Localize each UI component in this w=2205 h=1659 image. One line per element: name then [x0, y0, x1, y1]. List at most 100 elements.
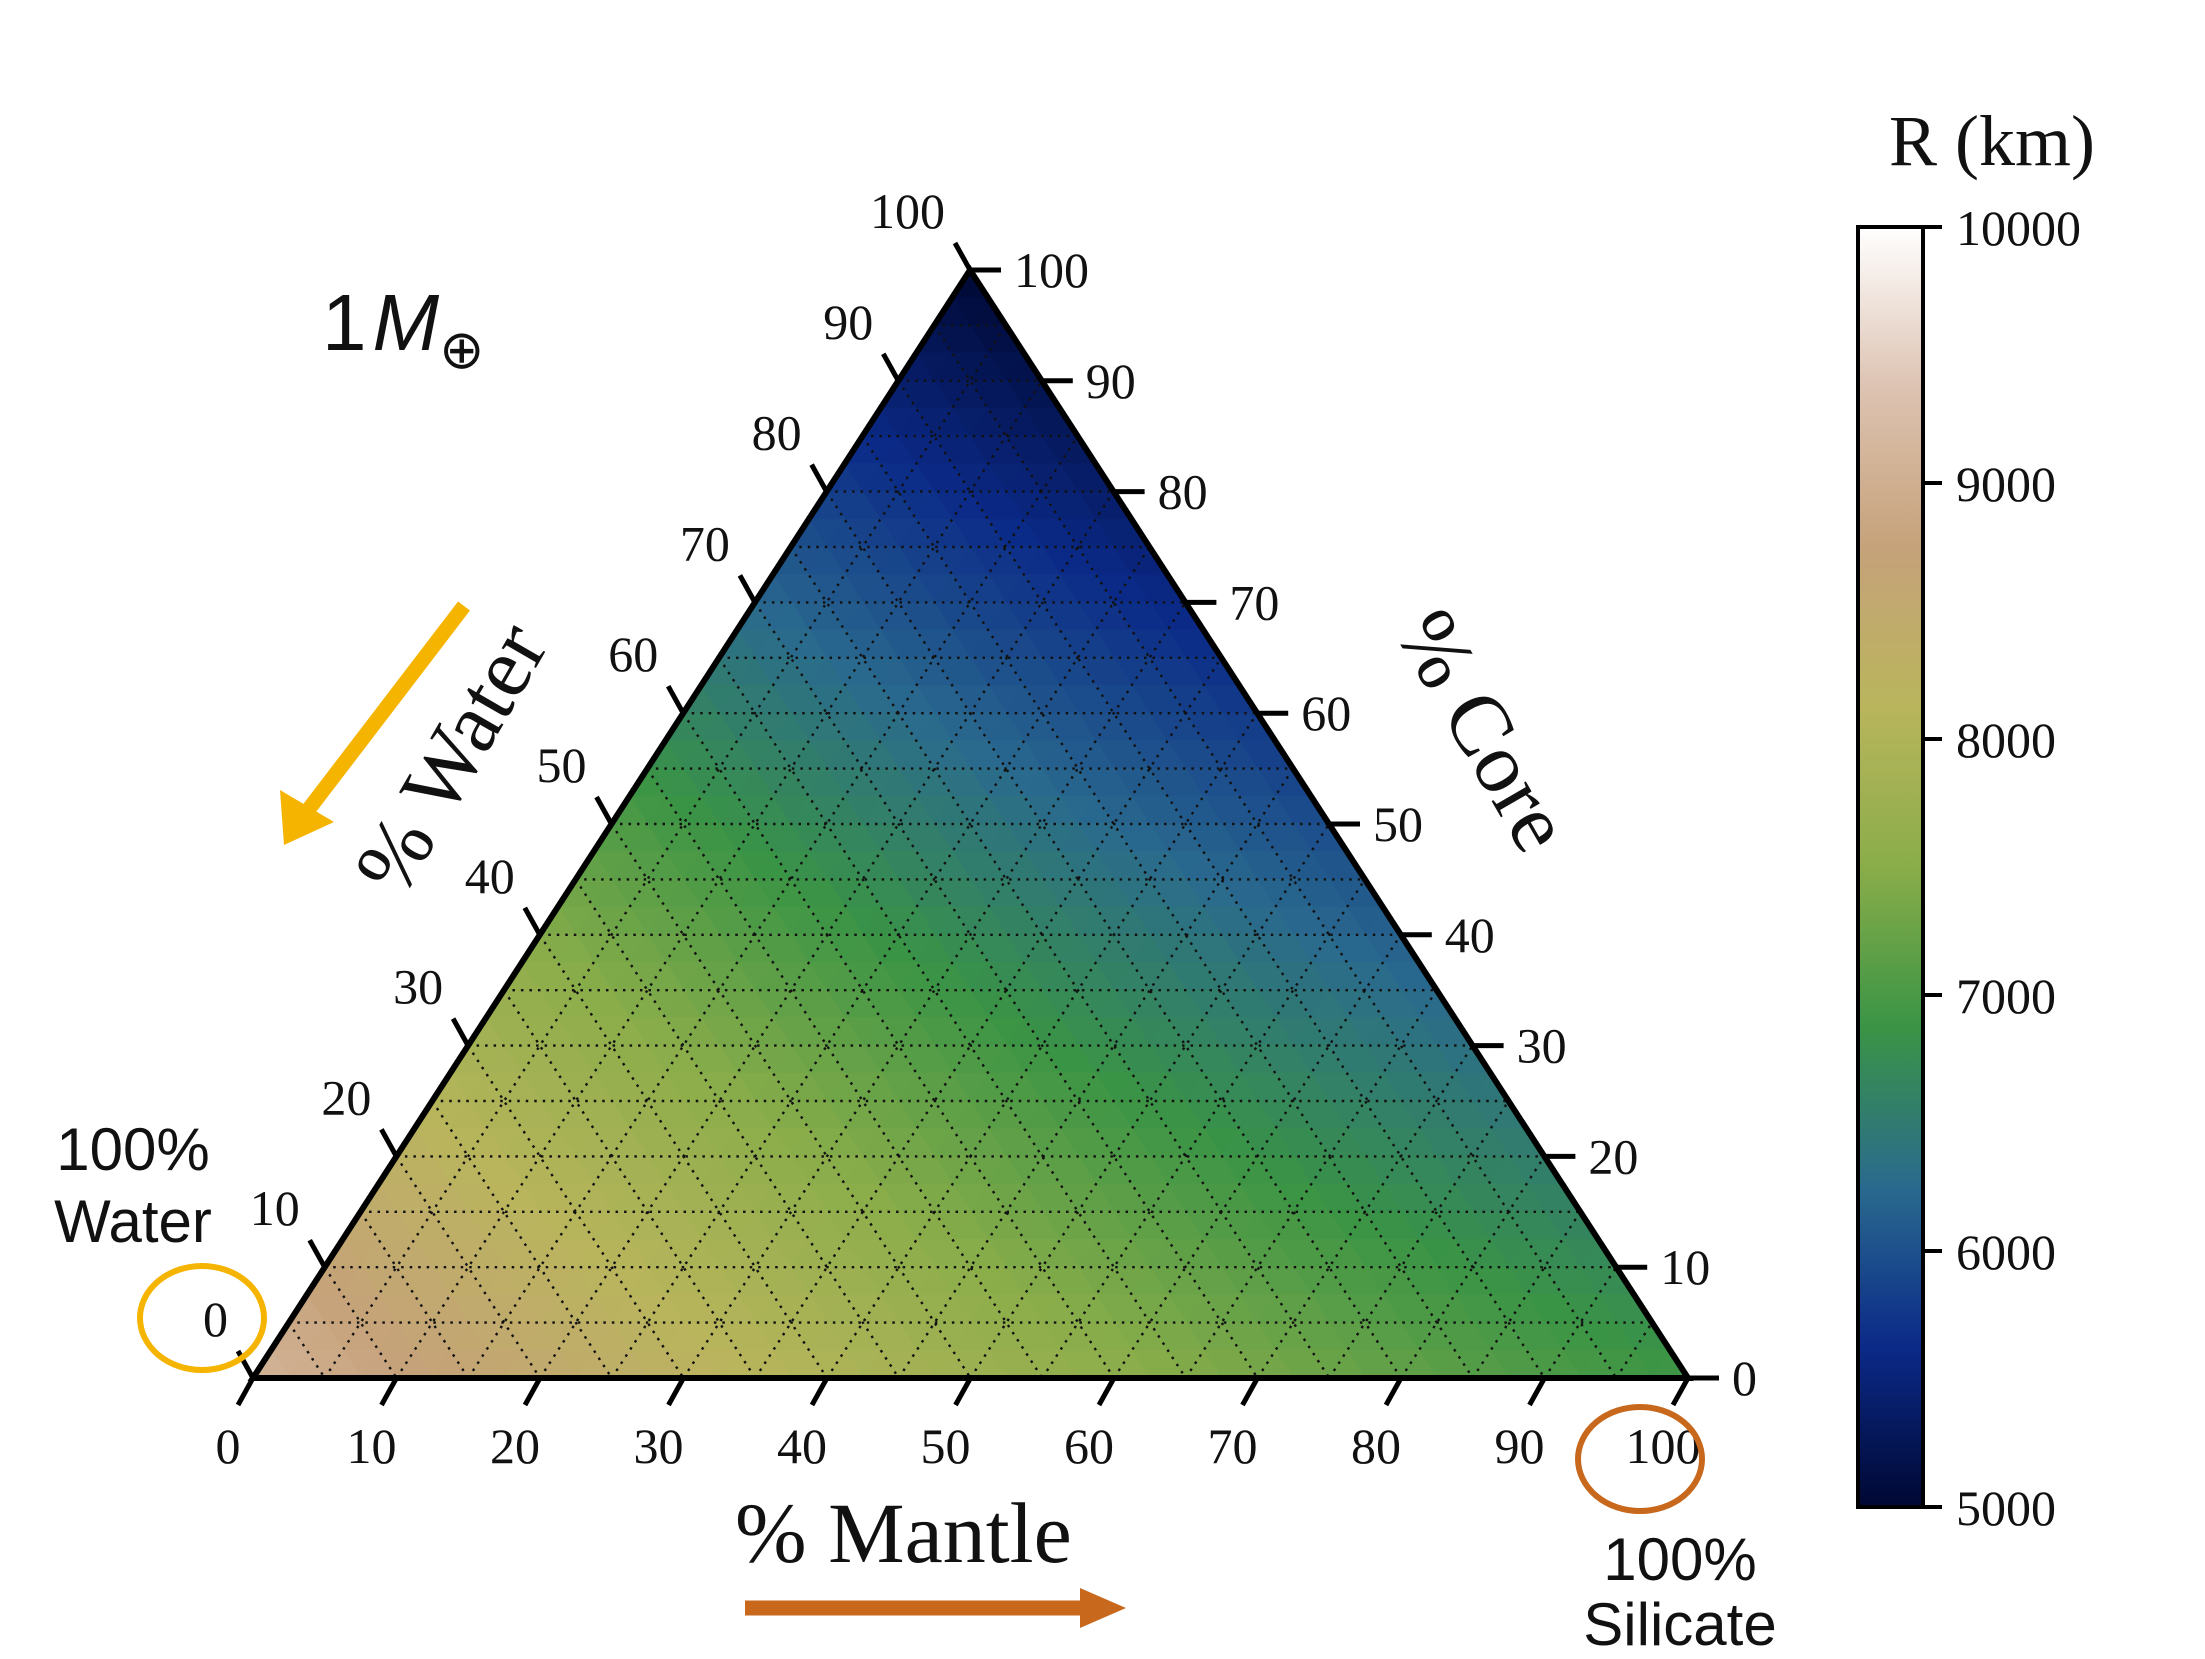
- grid-line: [646, 767, 1044, 1379]
- bottom-tick: [1670, 1376, 1691, 1407]
- grid-line: [395, 1155, 542, 1379]
- left-axis-title: % Water: [335, 606, 566, 909]
- colorbar-tick-label: 10000: [1956, 200, 2081, 256]
- grid-line: [538, 934, 829, 1379]
- grid-line: [1256, 1044, 1474, 1379]
- right-tick-label: 50: [1373, 796, 1423, 852]
- silicate-corner-circle: [1575, 1404, 1705, 1514]
- bottom-tick-label: 40: [777, 1418, 827, 1474]
- right-tick-label: 30: [1517, 1018, 1567, 1074]
- heatmap-cell: [1256, 1349, 1295, 1378]
- grid-line: [1041, 878, 1366, 1379]
- bottom-tick: [809, 1376, 830, 1407]
- grid-line: [502, 989, 757, 1379]
- left-tick-label: 100: [870, 183, 945, 239]
- left-tick-label: 50: [537, 737, 587, 793]
- dotted-grid: [287, 324, 1654, 1379]
- bottom-tick: [1240, 1376, 1260, 1407]
- right-tick-label: 20: [1588, 1128, 1638, 1184]
- grid-line: [1112, 934, 1402, 1379]
- heatmap-cell: [359, 1349, 398, 1378]
- grid-line: [395, 380, 1043, 1379]
- water-annotation-line1: 100%: [56, 1116, 209, 1183]
- mass-symbol: M: [373, 278, 440, 367]
- left-tick: [594, 795, 614, 826]
- colorbar-gradient: [1856, 225, 1925, 1509]
- left-tick: [952, 241, 973, 272]
- grid-line: [897, 767, 1295, 1379]
- bottom-tick: [666, 1376, 686, 1407]
- heatmap-cell: [825, 1349, 864, 1378]
- left-tick-label: 70: [680, 515, 730, 571]
- heatmap-cell: [897, 1349, 936, 1378]
- bottom-tick-label: 60: [1064, 1418, 1114, 1474]
- grid-line: [1184, 989, 1438, 1379]
- heatmap-cell: [1292, 1349, 1331, 1378]
- mass-subscript: ⊕: [439, 320, 484, 380]
- left-tick-label: 40: [465, 848, 515, 904]
- water-annotation-line2: Water: [54, 1188, 212, 1255]
- bottom-tick: [1527, 1376, 1547, 1407]
- bottom-tick-label: 70: [1208, 1418, 1258, 1474]
- grid-line: [789, 546, 1331, 1379]
- grid-line: [753, 601, 1259, 1379]
- heatmap-cell: [1399, 1349, 1438, 1378]
- left-tick-label: 80: [752, 405, 802, 461]
- heatmap-cell: [431, 1349, 470, 1378]
- heatmap-cell: [467, 1349, 506, 1378]
- heatmap-cell: [287, 1349, 326, 1378]
- bottom-tick-label: 20: [490, 1418, 540, 1474]
- heatmap-cell: [1507, 1349, 1546, 1378]
- heatmap-cell: [861, 1349, 900, 1378]
- bottom-tick-label: 50: [921, 1418, 971, 1474]
- grid-line: [754, 657, 1223, 1379]
- left-tick-label: 30: [393, 959, 443, 1015]
- heatmap-cell: [1579, 1349, 1618, 1378]
- heatmap-cell: [610, 1349, 649, 1378]
- colorbar: 5000 6000 7000 8000 9000 10000 R (km): [1856, 101, 2095, 1536]
- mass-number: 1: [322, 278, 367, 367]
- colorbar-tick-label: 7000: [1956, 968, 2056, 1024]
- heatmap-cell: [1543, 1349, 1582, 1378]
- right-tick-label: 0: [1732, 1350, 1757, 1406]
- left-tick-label: 0: [203, 1291, 228, 1347]
- left-tick-label: 10: [250, 1180, 300, 1236]
- left-tick-label: 90: [823, 294, 873, 350]
- silicate-annotation-line2: Silicate: [1583, 1591, 1776, 1654]
- colorbar-tick-label: 9000: [1956, 456, 2056, 512]
- heatmap-cell: [1364, 1349, 1403, 1378]
- left-tick-label: 20: [321, 1069, 371, 1125]
- right-tick-label: 70: [1229, 574, 1279, 630]
- heatmap-cell: [754, 1349, 793, 1378]
- heatmap-cell: [1220, 1349, 1259, 1378]
- heatmap-cell: [574, 1349, 613, 1378]
- bottom-tick: [1383, 1376, 1404, 1407]
- bottom-axis-title: % Mantle: [735, 1485, 1072, 1581]
- bottom-tick: [522, 1376, 543, 1407]
- right-tick-label: 100: [1014, 242, 1089, 298]
- right-tick-label: 60: [1301, 685, 1351, 741]
- silicate-annotation-line1: 100%: [1603, 1526, 1756, 1593]
- colorbar-tick-label: 5000: [1956, 1480, 2056, 1536]
- heatmap-cell: [646, 1349, 685, 1378]
- axis-ticks: 0010010109020208030307040406050505060604…: [203, 183, 1757, 1474]
- heatmap-cell: [969, 1349, 1008, 1378]
- left-tick: [450, 1017, 471, 1047]
- heatmap-cell: [1184, 1349, 1223, 1378]
- heatmap-cell: [1471, 1349, 1510, 1378]
- bottom-tick-label: 90: [1495, 1418, 1545, 1474]
- left-tick: [522, 906, 542, 937]
- heatmap-cell: [538, 1349, 577, 1378]
- heatmap-cell: [323, 1349, 362, 1378]
- left-tick: [379, 1128, 399, 1158]
- heatmap-cell: [933, 1349, 972, 1378]
- mantle-arrow: [745, 1588, 1126, 1628]
- water-arrow: [280, 601, 470, 845]
- bottom-tick: [953, 1376, 973, 1407]
- left-tick-label: 60: [608, 626, 658, 682]
- heatmap-cell: [1041, 1349, 1080, 1378]
- grid-line: [861, 435, 1474, 1379]
- bottom-tick: [379, 1376, 399, 1407]
- grid-line: [1399, 1155, 1546, 1379]
- heatmap-fill: [253, 270, 1688, 1378]
